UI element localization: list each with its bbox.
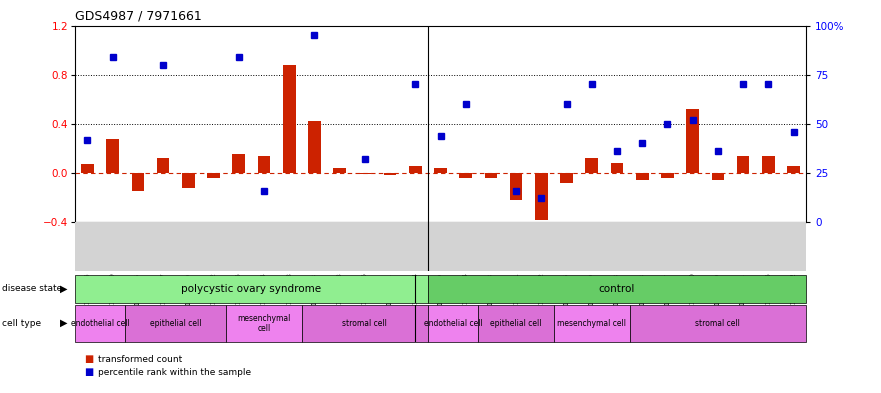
Bar <box>560 173 573 183</box>
Text: transformed count: transformed count <box>98 354 182 364</box>
Bar <box>182 173 195 187</box>
Text: mesenchymal cell: mesenchymal cell <box>558 319 626 328</box>
Text: ▶: ▶ <box>60 318 68 328</box>
Bar <box>157 158 169 173</box>
Bar <box>554 305 630 342</box>
Bar <box>636 173 648 180</box>
Bar <box>661 173 674 178</box>
Bar <box>712 173 724 180</box>
Bar <box>630 305 806 342</box>
Text: disease state: disease state <box>2 285 62 293</box>
Bar <box>535 173 548 220</box>
Bar <box>384 173 396 175</box>
Text: polycystic ovary syndrome: polycystic ovary syndrome <box>181 284 322 294</box>
Bar <box>762 156 774 173</box>
Bar <box>226 305 302 342</box>
Text: mesenchymal
cell: mesenchymal cell <box>237 314 291 333</box>
Text: cell type: cell type <box>2 319 41 328</box>
Bar <box>611 163 623 173</box>
Bar <box>207 173 220 178</box>
Bar <box>257 156 270 173</box>
Bar <box>788 165 800 173</box>
Text: ▶: ▶ <box>60 284 68 294</box>
Bar <box>586 158 598 173</box>
Bar <box>428 305 478 342</box>
Bar <box>107 138 119 173</box>
Text: endothelial cell: endothelial cell <box>70 319 130 328</box>
Bar <box>737 156 750 173</box>
Text: percentile rank within the sample: percentile rank within the sample <box>98 368 251 377</box>
Bar <box>434 168 447 173</box>
Bar <box>308 121 321 173</box>
Bar <box>359 173 371 174</box>
Bar <box>478 305 554 342</box>
Text: epithelial cell: epithelial cell <box>150 319 202 328</box>
Bar <box>428 275 806 303</box>
Bar <box>283 65 295 173</box>
Bar <box>409 165 422 173</box>
Bar <box>485 173 497 178</box>
Bar <box>125 305 226 342</box>
Text: stromal cell: stromal cell <box>343 319 388 328</box>
Text: control: control <box>599 284 635 294</box>
Text: endothelial cell: endothelial cell <box>424 319 483 328</box>
Text: ■: ■ <box>84 367 93 377</box>
Bar <box>75 275 428 303</box>
Bar <box>75 305 125 342</box>
Bar <box>459 173 472 178</box>
Text: epithelial cell: epithelial cell <box>491 319 542 328</box>
Text: GDS4987 / 7971661: GDS4987 / 7971661 <box>75 9 202 22</box>
Bar <box>333 168 346 173</box>
Bar <box>302 305 428 342</box>
Bar <box>233 154 245 173</box>
Text: ■: ■ <box>84 354 93 364</box>
Bar <box>131 173 144 191</box>
Bar <box>686 109 699 173</box>
Text: stromal cell: stromal cell <box>695 319 740 328</box>
Bar <box>510 173 522 200</box>
Bar <box>81 164 93 173</box>
